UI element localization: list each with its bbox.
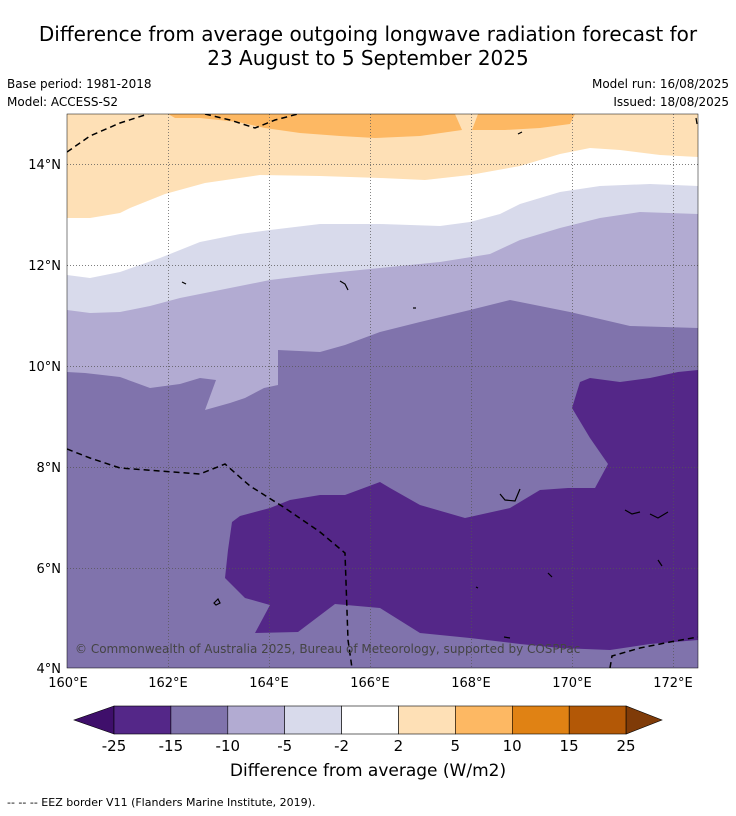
colorbar-segment (227, 705, 286, 735)
lon-label: 170°E (552, 676, 592, 691)
map-contours (67, 114, 698, 668)
colorbar-label: -5 (277, 737, 292, 755)
eez-border (67, 114, 698, 668)
lon-label: 166°E (350, 676, 390, 691)
map-frame (66, 113, 699, 669)
band-plus2-plus5 (67, 114, 698, 218)
colorbar-label: -2 (334, 737, 349, 755)
lat-label: 8°N (37, 461, 62, 476)
base-period: Base period: 1981-2018 (7, 77, 152, 91)
longitude-labels: 160°E 162°E 164°E 166°E 168°E 170°E 172°… (48, 676, 693, 691)
latitude-labels: 14°N 12°N 10°N 8°N 6°N 4°N (28, 158, 61, 677)
lon-label: 160°E (48, 676, 88, 691)
title-line-1: Difference from average outgoing longwav… (38, 22, 698, 46)
colorbar-label: -25 (102, 737, 127, 755)
lat-label: 14°N (28, 158, 61, 173)
colorbar-segment (455, 705, 513, 735)
lat-label: 10°N (28, 360, 61, 375)
colorbar-labels: -25 -15 -10 -5 -2 2 5 10 15 25 (102, 737, 636, 755)
islands (181, 117, 698, 639)
colorbar-label: 2 (394, 737, 404, 755)
band-plus5-plus10-east (472, 114, 575, 130)
colorbar-title: Difference from average (W/m2) (229, 761, 507, 781)
chart-title: Difference from average outgoing longwav… (0, 22, 736, 70)
issued-date: Issued: 18/08/2025 (613, 95, 729, 109)
model-run: Model run: 16/08/2025 (591, 77, 729, 91)
colorbar-segment (341, 705, 399, 735)
lat-label: 4°N (37, 662, 62, 677)
colorbar-segment (568, 705, 627, 735)
lat-label: 6°N (37, 562, 62, 577)
colorbar-label: -15 (159, 737, 184, 755)
colorbar-label: 10 (503, 737, 522, 755)
band-plus5-plus10-west (168, 114, 462, 138)
forecast-map: 14°N 12°N 10°N 8°N 6°N 4°N 160°E 162°E 1… (28, 113, 699, 755)
lon-label: 168°E (451, 676, 491, 691)
colorbar (73, 705, 663, 735)
colorbar-segment (284, 705, 342, 735)
eez-legend: -- -- -- EEZ border V11 (Flanders Marine… (7, 796, 316, 809)
model-name: Model: ACCESS-S2 (7, 95, 119, 109)
colorbar-label: 15 (560, 737, 579, 755)
meta-right: Model run: 16/08/2025 Issued: 18/08/2025 (592, 75, 729, 111)
colorbar-extend-high (625, 705, 663, 735)
lon-label: 164°E (249, 676, 289, 691)
colorbar-segment (511, 705, 570, 735)
graticule (67, 114, 698, 668)
colorbar-label: 25 (616, 737, 635, 755)
lat-label: 12°N (28, 259, 61, 274)
colorbar-extend-low (73, 705, 115, 735)
band-minus25-minus15 (225, 370, 698, 650)
colorbar-segment (398, 705, 456, 735)
meta-left: Base period: 1981-2018 Model: ACCESS-S2 (7, 75, 152, 111)
colorbar-segment (113, 705, 172, 735)
lon-label: 172°E (653, 676, 693, 691)
title-line-2: 23 August to 5 September 2025 (207, 46, 529, 70)
colorbar-label: -10 (216, 737, 241, 755)
colorbar-segment (170, 705, 229, 735)
lon-label: 162°E (148, 676, 188, 691)
colorbar-label: 5 (451, 737, 461, 755)
copyright-notice: © Commonwealth of Australia 2025, Bureau… (75, 642, 580, 656)
